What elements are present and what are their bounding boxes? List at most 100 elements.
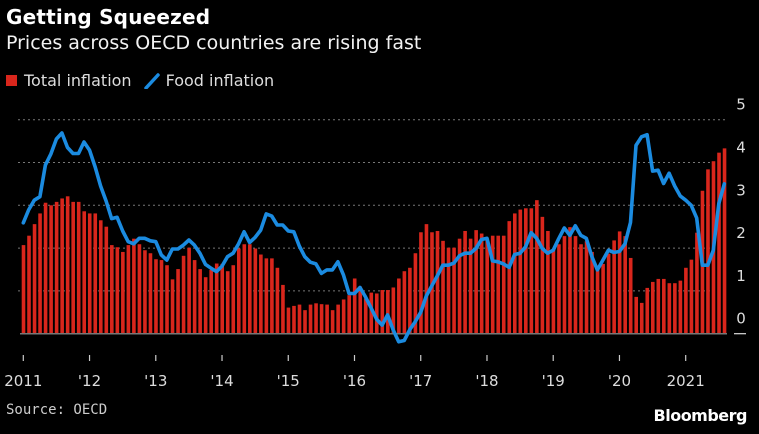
bar-total-inflation [391, 287, 396, 334]
bar-total-inflation [292, 305, 296, 334]
bar-total-inflation [165, 265, 169, 334]
bar-total-inflation [479, 233, 484, 334]
bar-total-inflation [286, 307, 291, 334]
bar-total-inflation [419, 232, 423, 334]
bar-total-inflation [49, 205, 53, 334]
bar-total-inflation [126, 245, 131, 334]
legend-label-total: Total inflation [24, 71, 132, 90]
bar-total-inflation [352, 278, 357, 334]
bar-total-inflation [524, 208, 528, 334]
bar-total-inflation [706, 169, 710, 334]
bar-total-inflation [115, 247, 120, 334]
y-tick-label: 0 [736, 310, 746, 328]
x-tick-label: 2011 [4, 372, 42, 390]
bar-total-inflation [650, 281, 655, 334]
legend-swatch-food [143, 72, 160, 89]
bar-total-inflation [54, 201, 59, 334]
bar-total-inflation [606, 253, 611, 334]
bar-total-inflation [529, 208, 534, 334]
bar-total-inflation [325, 304, 329, 334]
x-tick-label: '15 [277, 372, 300, 390]
bar-total-inflation [535, 200, 539, 334]
legend-label-food: Food inflation [165, 71, 275, 90]
bar-total-inflation [341, 299, 346, 334]
bar-total-inflation [275, 267, 280, 334]
bar-total-inflation [60, 198, 64, 334]
bar-total-inflation [82, 211, 87, 334]
bar-total-inflation [557, 244, 561, 334]
bar-total-inflation [435, 230, 440, 334]
bar-total-inflation [104, 226, 109, 334]
bar-total-inflation [181, 255, 186, 334]
x-tick-label: '14 [210, 372, 233, 390]
source-note: Source: OECD [6, 402, 108, 418]
bar-total-inflation [121, 251, 125, 334]
bar-total-inflation [192, 260, 197, 334]
bar-total-inflation [231, 265, 236, 334]
bar-total-inflation [551, 248, 556, 334]
bar-total-inflation [490, 235, 495, 334]
bar-total-inflation [634, 296, 639, 334]
bar-total-inflation [270, 258, 274, 334]
bar-total-inflation [413, 253, 418, 334]
bar-total-inflation [21, 245, 26, 334]
bar-total-inflation [363, 298, 368, 334]
bar-total-inflation [468, 238, 473, 334]
chart-subtitle: Prices across OECD countries are rising … [6, 32, 422, 54]
y-tick-label: 2 [736, 224, 746, 242]
bar-total-inflation [98, 220, 103, 334]
bar-total-inflation [71, 201, 75, 334]
bar-total-inflation [623, 236, 627, 334]
bar-total-inflation [695, 232, 699, 334]
bar-total-inflation [187, 247, 191, 334]
bar-total-inflation [584, 241, 589, 334]
bar-total-inflation [612, 240, 616, 334]
chart-title: Getting Squeezed [6, 5, 211, 29]
bar-total-inflation [159, 260, 164, 334]
bar-total-inflation [32, 224, 37, 334]
legend: Total inflation Food inflation [6, 71, 274, 90]
bar-total-inflation [673, 283, 677, 334]
bar-total-inflation [424, 224, 429, 334]
bar-total-inflation [617, 231, 622, 334]
y-tick-label: 3 [736, 181, 746, 199]
legend-swatch-total [6, 75, 17, 86]
bar-total-inflation [93, 213, 98, 334]
bar-total-inflation [176, 269, 180, 334]
bar-total-inflation [148, 253, 153, 334]
bar-total-inflation [314, 303, 318, 334]
bar-total-inflation [248, 244, 252, 334]
bar-total-inflation [225, 271, 230, 334]
bar-total-inflation [264, 258, 269, 334]
bar-total-inflation [501, 235, 506, 334]
bar-total-inflation [662, 278, 666, 334]
bar-total-inflation [281, 284, 285, 334]
bar-total-inflation [628, 257, 633, 334]
bar-total-inflation [303, 310, 307, 334]
bar-total-inflation [358, 286, 363, 334]
bar-total-inflation [474, 230, 478, 334]
bar-total-inflation [374, 293, 379, 334]
y-tick-label: 5 [736, 96, 746, 114]
bar-total-inflation [110, 245, 114, 334]
bar-total-inflation [573, 236, 578, 334]
bar-total-inflation [540, 216, 545, 334]
bar-total-inflation [65, 196, 70, 334]
bar-total-inflation [132, 238, 136, 334]
x-tick-label: '19 [542, 372, 565, 390]
bar-total-inflation [507, 221, 512, 334]
bar-total-inflation [259, 254, 263, 334]
bar-total-inflation [452, 247, 456, 334]
bar-total-inflation [76, 201, 81, 334]
bar-total-inflation [220, 263, 225, 334]
bar-total-inflation [463, 230, 467, 334]
bar-total-inflation [457, 238, 462, 334]
x-tick-label: '13 [144, 372, 167, 390]
bar-total-inflation [336, 304, 340, 334]
bar-total-inflation [590, 251, 594, 334]
bar-total-inflation [297, 304, 302, 334]
bar-total-inflation [639, 302, 644, 334]
bar-total-inflation [579, 244, 583, 334]
bar-total-inflation [402, 271, 407, 334]
bar-total-inflation [667, 283, 672, 334]
